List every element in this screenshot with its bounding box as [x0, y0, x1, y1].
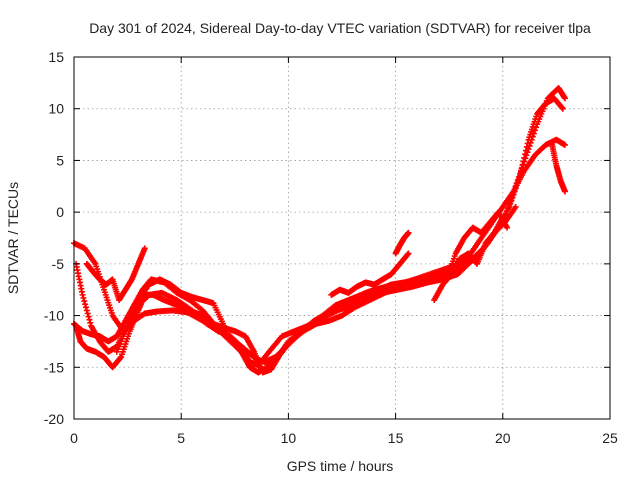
y-tick-label: -10	[44, 308, 64, 324]
data-point	[507, 198, 514, 205]
data-series-track-7	[328, 250, 412, 298]
axis-layer: 0 5 10 15 20 25 -20 -15 -10 -5 0 5 10 15	[44, 49, 618, 446]
y-tick-label: -20	[44, 411, 64, 427]
y-tick-label: 10	[48, 101, 64, 117]
data-point	[86, 316, 93, 323]
data-point	[558, 104, 565, 111]
x-axis-label: GPS time / hours	[287, 458, 394, 474]
data-point	[503, 211, 510, 218]
data-series-track-4	[73, 85, 568, 376]
data-point	[523, 152, 530, 159]
data-point	[221, 322, 228, 329]
data-point	[527, 139, 534, 146]
data-point	[117, 354, 124, 361]
data-point	[405, 229, 412, 236]
data-series-track-9	[431, 214, 506, 304]
data-point	[519, 164, 526, 171]
data-point	[512, 183, 519, 190]
data-point	[528, 136, 535, 143]
data-point	[524, 149, 531, 156]
data-point	[83, 307, 90, 314]
data-point	[525, 146, 532, 153]
data-point	[505, 205, 512, 212]
data-point	[404, 251, 411, 258]
data-point	[514, 177, 521, 184]
y-tick-label: -15	[44, 359, 64, 375]
data-layer	[71, 85, 568, 376]
data-point	[561, 188, 568, 195]
data-point	[531, 127, 538, 134]
x-tick-label: 25	[602, 430, 618, 446]
data-point	[512, 203, 519, 210]
data-series-track-1	[71, 203, 519, 369]
data-point	[515, 173, 522, 180]
data-point	[83, 304, 90, 311]
data-point	[80, 294, 87, 301]
data-point	[141, 245, 148, 252]
y-tick-label: -5	[52, 256, 65, 272]
data-point	[533, 124, 540, 131]
data-point	[513, 180, 520, 187]
data-point	[405, 250, 412, 257]
data-point	[81, 298, 88, 305]
x-tick-label: 5	[177, 430, 185, 446]
data-series-track-10	[444, 209, 511, 283]
data-point	[526, 142, 533, 149]
data-point	[530, 130, 537, 137]
y-axis-label: SDTVAR / TECUs	[5, 182, 21, 294]
x-tick-label: 15	[388, 430, 404, 446]
data-point	[561, 141, 568, 148]
data-point	[506, 201, 513, 208]
data-point	[529, 133, 536, 140]
data-point	[508, 195, 515, 202]
data-point	[504, 224, 511, 231]
data-point	[79, 291, 86, 298]
y-tick-label: 0	[56, 204, 64, 220]
data-series-track-6	[113, 276, 228, 355]
data-point	[84, 310, 91, 317]
x-tick-label: 0	[70, 430, 78, 446]
data-point	[518, 167, 525, 174]
data-point	[510, 189, 517, 196]
data-point	[511, 186, 518, 193]
data-point	[504, 208, 511, 215]
data-point	[522, 155, 529, 162]
x-tick-label: 10	[281, 430, 297, 446]
data-point	[520, 161, 527, 168]
x-tick-label: 20	[495, 430, 511, 446]
data-point	[82, 301, 89, 308]
data-point	[87, 319, 94, 326]
y-tick-label: 15	[48, 49, 64, 65]
y-tick-label: 5	[56, 152, 64, 168]
data-point	[85, 313, 92, 320]
data-point	[509, 192, 516, 199]
plot-frame	[73, 56, 611, 420]
data-point	[516, 170, 523, 177]
data-point	[561, 95, 568, 102]
chart-title: Day 301 of 2024, Sidereal Day-to-day VTE…	[89, 20, 591, 36]
data-point	[521, 158, 528, 165]
grid-layer	[74, 57, 610, 419]
data-series-track-11	[549, 141, 568, 195]
data-series-track-8	[392, 229, 412, 257]
data-point	[559, 105, 566, 112]
data-series-track-5	[83, 245, 148, 304]
